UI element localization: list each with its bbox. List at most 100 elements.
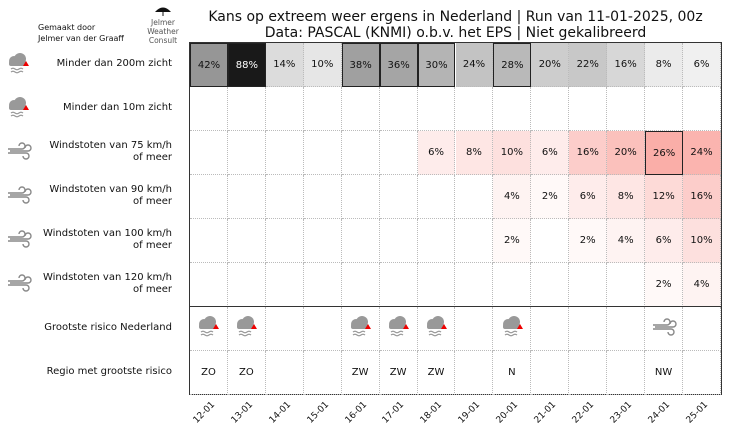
umbrella-icon	[155, 7, 171, 16]
section-divider	[190, 306, 721, 307]
heatmap-cell: 2%	[645, 263, 684, 307]
heatmap-cell	[493, 87, 532, 131]
fog-icon	[424, 315, 448, 342]
x-tick-label: 20-01	[494, 400, 521, 426]
heatmap-cell: 6%	[683, 43, 721, 87]
fog-icon	[386, 315, 410, 342]
x-tick-label: 24-01	[646, 400, 673, 426]
wind-icon	[6, 272, 32, 298]
heatmap-cell: 12%	[645, 175, 684, 219]
chart-title: Kans op extreem weer ergens in Nederland…	[208, 9, 703, 25]
heatmap-cell: 8%	[607, 175, 646, 219]
heatmap-cell	[265, 87, 304, 131]
region-cell: NW	[645, 351, 684, 395]
chart-subtitle: Data: PASCAL (KNMI) o.b.v. het EPS | Nie…	[264, 25, 647, 41]
risk-cell	[265, 307, 304, 351]
heatmap-cell: 36%	[379, 43, 418, 87]
heatmap-cell: 6%	[645, 219, 684, 263]
x-tick-label: 12-01	[191, 400, 218, 426]
heatmap-cell	[531, 87, 570, 131]
heatmap-cell	[379, 263, 418, 307]
credit-line-2: Jelmer van der Graaff	[38, 34, 124, 43]
heatmap-cell	[265, 263, 304, 307]
heatmap-cell: 8%	[645, 43, 684, 87]
heatmap-cell	[190, 219, 228, 263]
heatmap-cell	[341, 131, 380, 175]
heatmap-cell: 10%	[683, 219, 721, 263]
region-cell	[303, 351, 342, 395]
heatmap-cell: 16%	[569, 131, 608, 175]
heatmap-cell	[227, 219, 266, 263]
row-label: Windstoten van 100 km/h of meer	[42, 228, 172, 251]
heatmap-cell: 6%	[417, 131, 456, 175]
fog-icon	[6, 96, 30, 124]
row-label: Regio met grootste risico	[46, 366, 172, 377]
heatmap-cell: 20%	[607, 131, 646, 175]
x-tick-label: 13-01	[229, 400, 255, 426]
heatmap-cell	[303, 219, 342, 263]
heatmap-cell: 2%	[569, 219, 608, 263]
heatmap-cell	[341, 219, 380, 263]
region-cell	[569, 351, 608, 395]
risk-cell	[341, 307, 380, 351]
heatmap-cell	[227, 87, 266, 131]
wind-icon	[6, 184, 32, 210]
heatmap-cell: 4%	[607, 219, 646, 263]
heatmap-cell: 6%	[531, 131, 570, 175]
heatmap-cell	[190, 131, 228, 175]
heatmap-cell: 22%	[569, 43, 608, 87]
fog-icon	[196, 315, 220, 342]
logo-line-3: Consult	[148, 36, 178, 45]
region-cell: ZW	[417, 351, 456, 395]
wind-icon	[651, 316, 677, 341]
heatmap-cell	[569, 87, 608, 131]
heatmap-cell	[190, 175, 228, 219]
heatmap-cell: 28%	[493, 43, 532, 87]
heatmap-cell: 2%	[493, 219, 532, 263]
x-tick-label: 22-01	[570, 400, 597, 426]
heatmap-cell	[379, 87, 418, 131]
heatmap-cell	[303, 263, 342, 307]
credit: Gemaakt door Jelmer van der Graaff	[38, 22, 124, 44]
row-label: Windstoten van 75 km/h of meer	[49, 140, 172, 163]
row-label: Minder dan 10m zicht	[63, 102, 172, 113]
heatmap-cell: 88%	[227, 43, 266, 87]
heatmap-cell: 16%	[607, 43, 646, 87]
region-cell	[455, 351, 494, 395]
heatmap-cell: 2%	[531, 175, 570, 219]
heatmap-grid: 42% 88% 14% 10% 38% 36% 30% 24% 28% 20% 22% 16% 8% 6%…	[189, 42, 722, 395]
risk-cell	[379, 307, 418, 351]
x-tick-label: 15-01	[305, 400, 331, 426]
heatmap-cell: 4%	[493, 175, 532, 219]
fog-icon	[348, 315, 372, 342]
heatmap-cell: 30%	[417, 43, 456, 87]
risk-cell	[190, 307, 228, 351]
heatmap-cell	[227, 263, 266, 307]
region-cell	[531, 351, 570, 395]
heatmap-cell	[379, 219, 418, 263]
risk-cell	[645, 307, 684, 351]
heatmap-cell	[455, 175, 494, 219]
x-tick-label: 25-01	[684, 400, 711, 426]
heatmap-cell: 42%	[190, 43, 228, 87]
risk-cell	[607, 307, 646, 351]
heatmap-cell	[341, 87, 380, 131]
risk-cell	[531, 307, 570, 351]
risk-cell	[417, 307, 456, 351]
heatmap-cell: 26%	[645, 131, 684, 175]
heatmap-cell	[190, 87, 228, 131]
heatmap-cell	[417, 263, 456, 307]
x-tick-label: 21-01	[532, 400, 559, 426]
heatmap-cell	[645, 87, 684, 131]
x-tick-label: 23-01	[608, 400, 635, 426]
heatmap-cell	[683, 87, 721, 131]
row-label: Minder dan 200m zicht	[56, 58, 172, 69]
heatmap-cell: 24%	[683, 131, 721, 175]
logo-line-1: Jelmer	[151, 18, 175, 27]
x-tick-label: 17-01	[381, 400, 407, 426]
region-cell	[607, 351, 646, 395]
fog-icon	[6, 52, 30, 80]
region-cell: ZO	[227, 351, 266, 395]
heatmap-cell	[455, 219, 494, 263]
